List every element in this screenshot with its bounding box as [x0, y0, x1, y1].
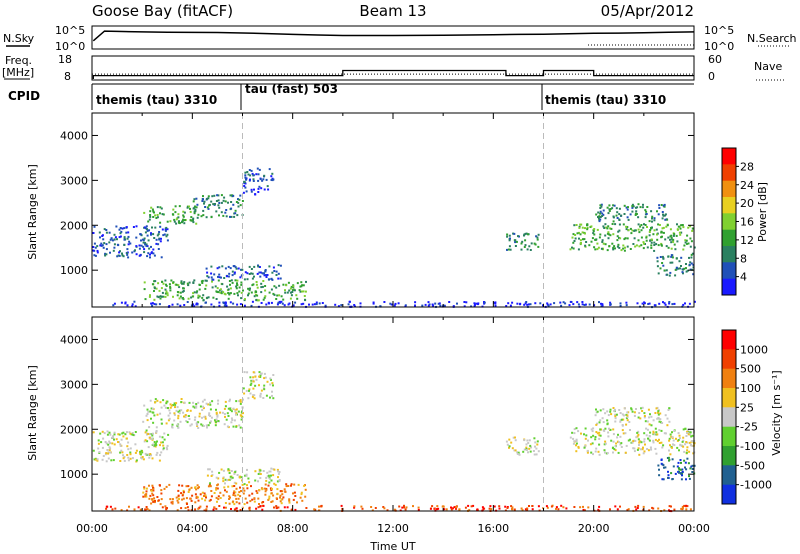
cpid-panel: CPID themis (tau) 3310 tau (fast) 503 th…	[8, 82, 694, 110]
nsky-label: N.Sky	[3, 32, 35, 45]
echo-band-10	[656, 252, 695, 277]
colorbar-tick-label: 100	[740, 382, 761, 395]
echo-band-3	[192, 194, 244, 219]
time-tick-label: 20:00	[578, 522, 610, 535]
colorbar-tick-label: -25	[740, 421, 758, 434]
nave-label: Nave	[754, 60, 782, 73]
colorbar-tick-label: 16	[740, 216, 754, 229]
colorbar-tick-label: 8	[740, 252, 747, 265]
echo-band-9	[657, 456, 696, 481]
date-title: 05/Apr/2012	[601, 2, 694, 20]
station-title: Goose Bay (fitACF)	[92, 2, 233, 20]
echo-band-8	[594, 406, 671, 427]
velocity-panel: 1000 2000 3000 4000 00:00 04:00 08:00 12:00 16:0…	[26, 316, 783, 553]
frequency-panel: Freq. [MHz] 18 8 60 0 Nave	[2, 53, 786, 83]
echo-band-1	[92, 225, 169, 259]
velocity-colorbar-label: Velocity [m s⁻¹]	[770, 370, 783, 455]
range-tick-label: 3000	[60, 378, 88, 391]
echo-band-4	[142, 483, 307, 506]
freq-series-line	[92, 69, 694, 79]
colorbar-tick-label: 28	[740, 160, 754, 173]
range-tick-label: 4000	[60, 129, 88, 142]
echo-band-2	[143, 205, 199, 225]
colorbar-tick-label: 500	[740, 363, 761, 376]
echo-band-8	[569, 223, 696, 252]
power-ylabel: Slant Range [km]	[26, 164, 39, 260]
freq-label-2: [MHz]	[2, 66, 34, 79]
echo-band-7	[506, 232, 540, 251]
power-panel: 1000 2000 3000 4000 Slant Range [km] 28 24 20…	[26, 112, 769, 309]
cpid-label: CPID	[8, 89, 40, 103]
time-tick-label: 12:00	[377, 522, 409, 535]
colorbar-tick-label: 24	[740, 179, 754, 192]
power-colorbar: 28 24 20 16 12 8 4	[721, 147, 754, 296]
nsearch-label: N.Search	[747, 32, 797, 45]
nsky-right-tick-bottom: 10^0	[704, 40, 734, 53]
time-tick-label: 04:00	[176, 522, 208, 535]
colorbar-tick-label: 20	[740, 197, 754, 210]
echo-band-6	[205, 264, 282, 281]
noise-panel: N.Sky 10^5 10^0 10^5 10^0 N.Search	[3, 24, 797, 53]
time-tick-label: 08:00	[277, 522, 309, 535]
echo-band-7	[569, 427, 696, 456]
beam-title: Beam 13	[359, 2, 426, 20]
velocity-colorbar: 1000 500 100 25 -25 -100 -500 -1000	[721, 329, 772, 505]
velocity-axes: 1000 2000 3000 4000 00:00 04:00 08:00 12:00 16:0…	[60, 317, 710, 535]
echo-band-2	[142, 398, 244, 429]
freq-tick-bottom: 8	[64, 70, 71, 83]
nsky-tick-top: 10^5	[55, 24, 85, 37]
nsky-right-tick-top: 10^5	[704, 24, 734, 37]
colorbar-tick-label: -500	[740, 459, 765, 472]
echo-band-4	[242, 167, 275, 196]
colorbar-tick-label: -100	[740, 440, 765, 453]
colorbar-tick-label: 1000	[740, 343, 768, 356]
echo-band-6	[505, 436, 540, 456]
power-data	[92, 113, 696, 309]
echo-band-5	[143, 279, 307, 302]
nave-tick-top: 60	[708, 53, 722, 66]
power-colorbar-label: Power [dB]	[756, 182, 769, 242]
velocity-ylabel: Slant Range [km]	[26, 365, 39, 461]
time-tick-label: 16:00	[477, 522, 509, 535]
echo-band-3	[242, 371, 275, 400]
cpid-segment-1: themis (tau) 3310	[96, 93, 217, 107]
range-tick-label: 3000	[60, 174, 88, 187]
echo-band-5	[206, 467, 281, 486]
cpid-segment-2: tau (fast) 503	[245, 82, 338, 96]
echo-band-1	[92, 429, 170, 463]
time-tick-label: 00:00	[678, 522, 710, 535]
freq-tick-top: 18	[58, 53, 72, 66]
cpid-segment-3: themis (tau) 3310	[545, 93, 666, 107]
freq-label-1: Freq.	[5, 54, 32, 67]
colorbar-tick-label: 4	[740, 271, 747, 284]
echo-band-9	[595, 203, 669, 223]
nave-tick-bottom: 0	[708, 70, 715, 83]
range-tick-label: 2000	[60, 423, 88, 436]
velocity-data	[92, 317, 696, 513]
range-tick-label: 4000	[60, 333, 88, 346]
range-tick-label: 1000	[60, 468, 88, 481]
power-axes: 1000 2000 3000 4000	[60, 113, 695, 307]
range-tick-label: 2000	[60, 219, 88, 232]
time-tick-label: 00:00	[76, 522, 108, 535]
nsky-tick-bottom: 10^0	[55, 40, 85, 53]
nsky-series-line	[92, 30, 695, 42]
colorbar-tick-label: 12	[740, 234, 754, 247]
time-axis-label: Time UT	[369, 540, 415, 553]
range-tick-label: 1000	[60, 264, 88, 277]
colorbar-tick-label: 25	[740, 401, 754, 414]
colorbar-tick-label: -1000	[740, 479, 772, 492]
